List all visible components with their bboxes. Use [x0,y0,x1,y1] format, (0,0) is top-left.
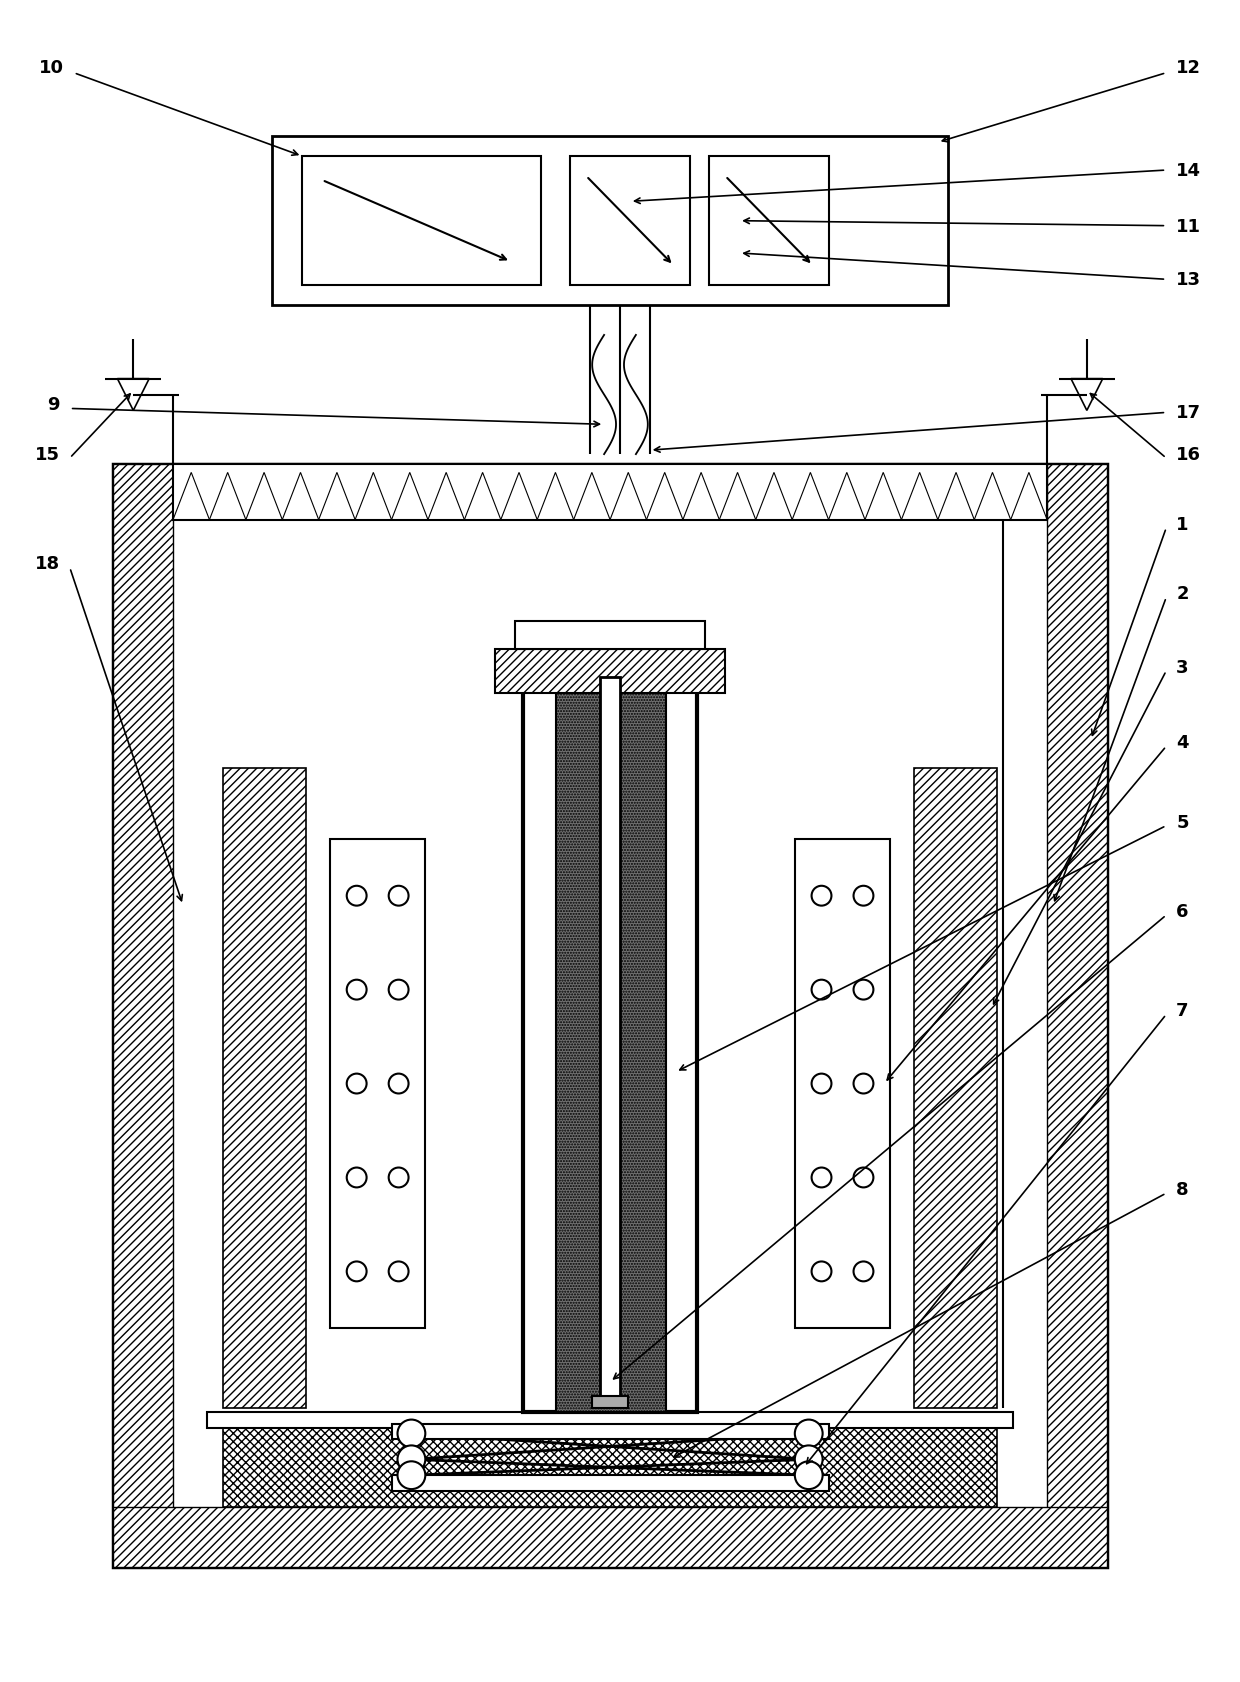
Circle shape [853,1075,873,1093]
Text: 7: 7 [1177,1002,1189,1019]
Circle shape [795,1445,822,1473]
Circle shape [812,1075,832,1093]
Bar [113,1507,1107,1566]
Bar [392,1475,828,1492]
Circle shape [398,1462,425,1489]
Circle shape [388,886,408,907]
Bar [515,622,706,649]
Circle shape [398,1445,425,1473]
Circle shape [347,1167,367,1187]
Bar [223,769,306,1408]
Circle shape [347,1262,367,1282]
Bar [495,649,725,693]
Text: 9: 9 [47,397,60,414]
Text: 13: 13 [1177,271,1202,289]
Bar [330,839,425,1329]
Circle shape [347,981,367,1001]
Bar [113,464,174,1566]
Bar [392,1423,828,1440]
Bar [207,1411,1013,1428]
Text: 3: 3 [1177,658,1189,676]
Text: 11: 11 [1177,217,1202,235]
Bar [1047,464,1107,1566]
Bar [709,156,828,286]
Circle shape [812,1167,832,1187]
Circle shape [388,1075,408,1093]
Text: 18: 18 [35,555,60,574]
Text: 12: 12 [1177,59,1202,77]
Circle shape [812,886,832,907]
Bar [600,678,620,1401]
Text: 1: 1 [1177,515,1189,533]
Circle shape [795,1420,822,1448]
Text: 6: 6 [1177,903,1189,920]
Circle shape [388,981,408,1001]
Circle shape [853,1262,873,1282]
Circle shape [853,1167,873,1187]
Text: 15: 15 [35,446,60,464]
Text: 2: 2 [1177,585,1189,602]
Bar [593,1396,627,1408]
Text: 17: 17 [1177,404,1202,422]
Bar [914,769,997,1408]
Bar [557,658,666,1411]
Text: 4: 4 [1177,733,1189,752]
Circle shape [812,1262,832,1282]
Circle shape [853,981,873,1001]
Bar [223,1428,997,1507]
Circle shape [347,1075,367,1093]
Bar [113,464,1107,1566]
Text: 14: 14 [1177,161,1202,180]
Bar [174,464,1047,520]
Circle shape [398,1420,425,1448]
Circle shape [388,1262,408,1282]
Bar [273,138,947,306]
Circle shape [388,1167,408,1187]
Bar [570,156,689,286]
Text: 16: 16 [1177,446,1202,464]
Bar [522,658,697,1411]
Bar [795,839,890,1329]
Text: 8: 8 [1177,1181,1189,1199]
Text: 10: 10 [38,59,63,77]
Text: 5: 5 [1177,812,1189,831]
Bar [303,156,541,286]
Circle shape [795,1462,822,1489]
Circle shape [347,886,367,907]
Circle shape [853,886,873,907]
Circle shape [812,981,832,1001]
